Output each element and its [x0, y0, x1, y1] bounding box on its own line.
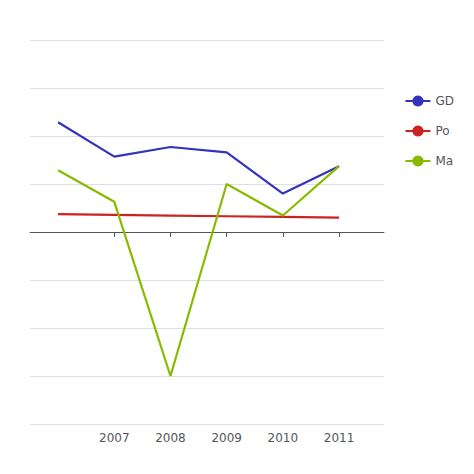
svg-text:2008: 2008	[155, 431, 186, 445]
svg-text:2011: 2011	[324, 431, 355, 445]
svg-text:2007: 2007	[99, 431, 130, 445]
svg-text:Po: Po	[435, 124, 449, 138]
svg-text:2010: 2010	[268, 431, 299, 445]
svg-text:Ma: Ma	[435, 154, 453, 168]
svg-text:2009: 2009	[211, 431, 242, 445]
svg-text:GD: GD	[435, 94, 454, 108]
